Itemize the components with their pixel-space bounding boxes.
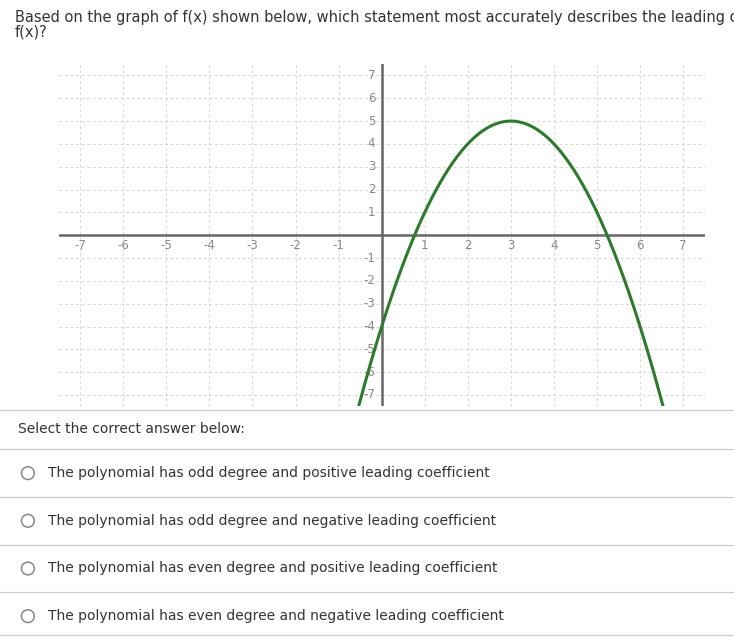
Text: -7: -7 (74, 239, 86, 252)
Text: 1: 1 (421, 239, 429, 252)
Text: -4: -4 (363, 320, 375, 333)
Text: 6: 6 (636, 239, 644, 252)
Text: 6: 6 (368, 92, 375, 105)
Text: 7: 7 (368, 69, 375, 82)
Text: The polynomial has even degree and positive leading coefficient: The polynomial has even degree and posit… (48, 561, 497, 575)
Text: 4: 4 (550, 239, 558, 252)
Text: -1: -1 (363, 252, 375, 264)
Text: -3: -3 (247, 239, 258, 252)
Text: f(x)?: f(x)? (15, 24, 48, 39)
Text: 2: 2 (368, 183, 375, 196)
Text: 7: 7 (680, 239, 687, 252)
Text: 3: 3 (368, 160, 375, 173)
Text: -6: -6 (117, 239, 129, 252)
Text: -3: -3 (363, 297, 375, 310)
Text: 5: 5 (368, 115, 375, 127)
Text: The polynomial has odd degree and positive leading coefficient: The polynomial has odd degree and positi… (48, 466, 490, 480)
Text: The polynomial has odd degree and negative leading coefficient: The polynomial has odd degree and negati… (48, 514, 496, 528)
Text: 2: 2 (464, 239, 471, 252)
Text: 4: 4 (368, 138, 375, 150)
Text: -6: -6 (363, 365, 375, 379)
Text: -5: -5 (363, 343, 375, 356)
Text: Based on the graph of f(x) shown below, which statement most accurately describe: Based on the graph of f(x) shown below, … (15, 10, 734, 24)
Text: The polynomial has even degree and negative leading coefficient: The polynomial has even degree and negat… (48, 609, 504, 623)
Text: 3: 3 (507, 239, 515, 252)
Text: -5: -5 (161, 239, 172, 252)
Text: 5: 5 (593, 239, 600, 252)
Text: -1: -1 (333, 239, 344, 252)
Text: -2: -2 (363, 275, 375, 287)
Text: -4: -4 (203, 239, 215, 252)
Text: Select the correct answer below:: Select the correct answer below: (18, 422, 245, 436)
Text: 1: 1 (368, 206, 375, 219)
Text: -7: -7 (363, 388, 375, 401)
Text: -2: -2 (290, 239, 302, 252)
